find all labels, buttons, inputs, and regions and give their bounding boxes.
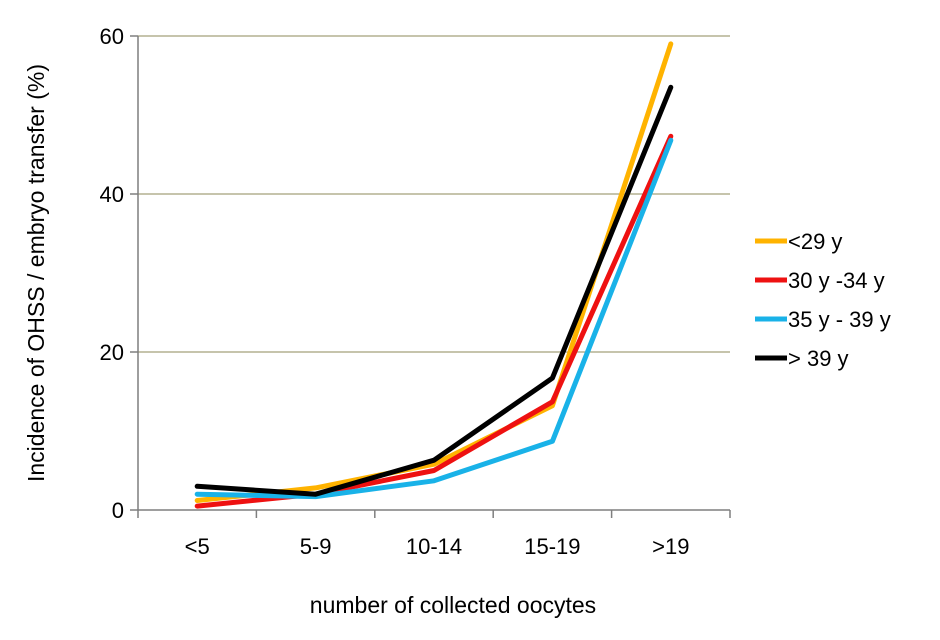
y-tick-label: 0: [112, 498, 124, 523]
y-tick-label: 60: [100, 24, 124, 49]
legend-item: 30 y -34 y: [755, 268, 885, 293]
series-line-4: [194, 84, 674, 497]
x-tick-label: >19: [652, 534, 689, 559]
gridlines: [138, 35, 730, 353]
x-ticks: <5 5-9 10-14 15-19 >19: [137, 510, 731, 559]
legend-item: 35 y - 39 y: [755, 307, 891, 332]
axes: [137, 36, 730, 511]
x-tick-label: <5: [185, 534, 210, 559]
series-line-3: [194, 137, 674, 500]
y-tick-label: 20: [100, 340, 124, 365]
y-ticks: 0 20 40 60: [100, 24, 138, 523]
legend: <29 y 30 y -34 y 35 y - 39 y > 39 y: [755, 229, 891, 371]
legend-label: > 39 y: [788, 346, 849, 371]
x-tick-label: 10-14: [406, 534, 462, 559]
y-tick-label: 40: [100, 182, 124, 207]
x-tick-label: 15-19: [524, 534, 580, 559]
series-lines: [194, 41, 674, 509]
legend-item: <29 y: [755, 229, 842, 254]
y-axis-title: Incidence of OHSS / embryo transfer (%): [23, 64, 49, 482]
x-axis-title: number of collected oocytes: [310, 592, 596, 618]
legend-item: > 39 y: [755, 346, 849, 371]
legend-label: 35 y - 39 y: [788, 307, 891, 332]
legend-label: <29 y: [788, 229, 842, 254]
legend-label: 30 y -34 y: [788, 268, 885, 293]
x-tick-label: 5-9: [300, 534, 332, 559]
series-line-1: [194, 41, 674, 503]
